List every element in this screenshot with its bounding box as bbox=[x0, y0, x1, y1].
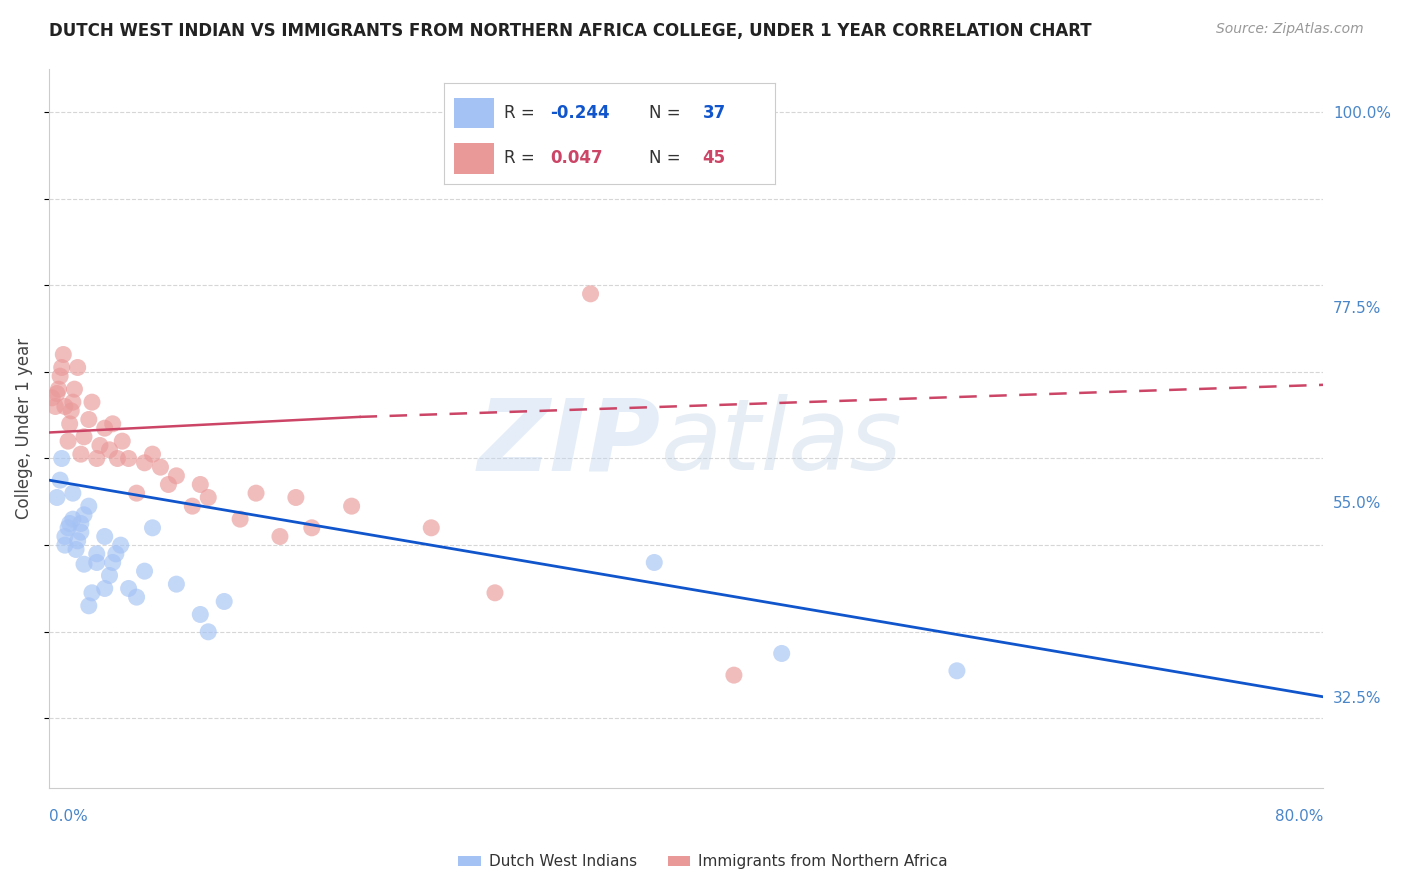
Point bbox=[73, 430, 96, 444]
Point bbox=[301, 521, 323, 535]
Point bbox=[45, 386, 67, 401]
Point bbox=[125, 486, 148, 500]
Point bbox=[141, 521, 163, 535]
Point bbox=[157, 477, 180, 491]
Point bbox=[98, 568, 121, 582]
Point bbox=[212, 594, 235, 608]
Point bbox=[125, 590, 148, 604]
Point bbox=[141, 447, 163, 461]
Point bbox=[86, 547, 108, 561]
Point bbox=[60, 404, 83, 418]
Point bbox=[69, 516, 91, 531]
Point bbox=[44, 400, 66, 414]
Point bbox=[56, 521, 79, 535]
Point bbox=[98, 442, 121, 457]
Point bbox=[49, 473, 72, 487]
Point bbox=[52, 347, 75, 361]
Legend: Dutch West Indians, Immigrants from Northern Africa: Dutch West Indians, Immigrants from Nort… bbox=[453, 848, 953, 875]
Point bbox=[62, 512, 84, 526]
Point bbox=[269, 529, 291, 543]
Point bbox=[149, 460, 172, 475]
Point bbox=[181, 499, 204, 513]
Point bbox=[53, 538, 76, 552]
Text: DUTCH WEST INDIAN VS IMMIGRANTS FROM NORTHERN AFRICA COLLEGE, UNDER 1 YEAR CORRE: DUTCH WEST INDIAN VS IMMIGRANTS FROM NOR… bbox=[49, 22, 1092, 40]
Text: Source: ZipAtlas.com: Source: ZipAtlas.com bbox=[1216, 22, 1364, 37]
Point bbox=[104, 547, 127, 561]
Point bbox=[111, 434, 134, 449]
Point bbox=[93, 529, 115, 543]
Point bbox=[73, 558, 96, 572]
Point bbox=[165, 468, 187, 483]
Point bbox=[77, 599, 100, 613]
Point bbox=[245, 486, 267, 500]
Point bbox=[134, 564, 156, 578]
Point bbox=[77, 412, 100, 426]
Point bbox=[93, 582, 115, 596]
Text: 80.0%: 80.0% bbox=[1275, 809, 1323, 824]
Text: atlas: atlas bbox=[661, 394, 903, 491]
Point bbox=[93, 421, 115, 435]
Point bbox=[284, 491, 307, 505]
Point bbox=[770, 647, 793, 661]
Point bbox=[66, 533, 89, 548]
Point bbox=[51, 451, 73, 466]
Point bbox=[59, 516, 82, 531]
Point bbox=[420, 521, 443, 535]
Point bbox=[56, 434, 79, 449]
Point bbox=[53, 529, 76, 543]
Point bbox=[51, 360, 73, 375]
Point bbox=[80, 586, 103, 600]
Point bbox=[946, 664, 969, 678]
Point bbox=[165, 577, 187, 591]
Point bbox=[723, 668, 745, 682]
Point bbox=[117, 451, 139, 466]
Y-axis label: College, Under 1 year: College, Under 1 year bbox=[15, 337, 32, 519]
Point bbox=[110, 538, 132, 552]
Point bbox=[59, 417, 82, 431]
Point bbox=[229, 512, 252, 526]
Point bbox=[197, 624, 219, 639]
Point bbox=[643, 556, 665, 570]
Point bbox=[107, 451, 129, 466]
Point bbox=[65, 542, 87, 557]
Point bbox=[69, 525, 91, 540]
Point bbox=[101, 417, 124, 431]
Point bbox=[62, 486, 84, 500]
Point bbox=[134, 456, 156, 470]
Point bbox=[48, 382, 70, 396]
Point bbox=[80, 395, 103, 409]
Point bbox=[188, 607, 211, 622]
Point bbox=[49, 369, 72, 384]
Point bbox=[77, 499, 100, 513]
Point bbox=[86, 451, 108, 466]
Point bbox=[66, 360, 89, 375]
Point bbox=[63, 382, 86, 396]
Point bbox=[197, 491, 219, 505]
Point bbox=[340, 499, 363, 513]
Point bbox=[45, 491, 67, 505]
Point bbox=[89, 438, 111, 452]
Text: 0.0%: 0.0% bbox=[49, 809, 87, 824]
Point bbox=[73, 508, 96, 522]
Point bbox=[579, 286, 602, 301]
Point bbox=[69, 447, 91, 461]
Point bbox=[53, 400, 76, 414]
Point bbox=[484, 586, 506, 600]
Point bbox=[101, 556, 124, 570]
Point bbox=[117, 582, 139, 596]
Text: ZIP: ZIP bbox=[478, 394, 661, 491]
Point bbox=[86, 556, 108, 570]
Point bbox=[62, 395, 84, 409]
Point bbox=[188, 477, 211, 491]
Point bbox=[41, 391, 63, 405]
